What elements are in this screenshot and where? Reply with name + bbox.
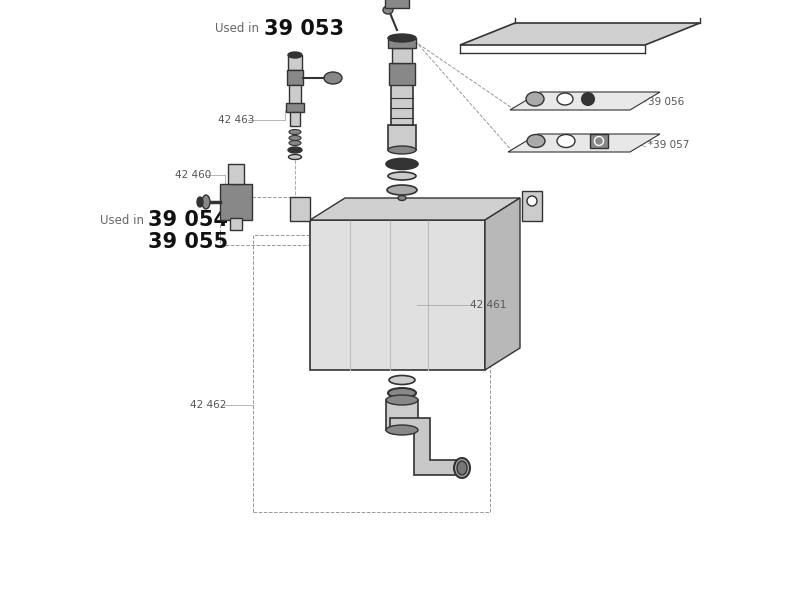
Bar (386, 400, 418, 430)
Text: Used in: Used in (100, 214, 144, 226)
Text: 39 055: 39 055 (148, 232, 228, 252)
Text: 39 053: 39 053 (264, 19, 344, 39)
Text: 39 056: 39 056 (648, 97, 684, 107)
Bar (289, 85, 301, 105)
Ellipse shape (383, 6, 393, 14)
Ellipse shape (289, 154, 302, 160)
Bar (287, 70, 303, 85)
Ellipse shape (557, 93, 573, 105)
Text: Used in: Used in (215, 22, 259, 35)
Bar (388, 125, 416, 150)
Ellipse shape (454, 458, 470, 478)
Ellipse shape (289, 140, 301, 145)
Ellipse shape (288, 52, 302, 58)
Ellipse shape (457, 461, 467, 475)
Polygon shape (485, 198, 520, 370)
Ellipse shape (388, 388, 416, 398)
Ellipse shape (527, 196, 537, 206)
Bar (290, 197, 310, 221)
Text: 42 462: 42 462 (190, 400, 226, 410)
Bar (391, 85, 413, 125)
Ellipse shape (386, 395, 418, 405)
Bar (590, 134, 608, 148)
Bar (286, 103, 304, 112)
Ellipse shape (324, 72, 342, 84)
Bar (389, 63, 415, 85)
Bar (230, 218, 242, 230)
Bar (392, 48, 412, 63)
Ellipse shape (389, 376, 415, 385)
Bar (310, 220, 485, 370)
Ellipse shape (526, 92, 544, 106)
Bar (522, 191, 542, 221)
Text: 42 463: 42 463 (218, 115, 254, 125)
Ellipse shape (386, 425, 418, 435)
Text: 39 054: 39 054 (148, 210, 228, 230)
Ellipse shape (398, 196, 406, 200)
Ellipse shape (388, 34, 416, 42)
Text: *39 057: *39 057 (648, 140, 690, 150)
Ellipse shape (388, 172, 416, 180)
Text: 42 460: 42 460 (175, 170, 211, 180)
Bar (385, 0, 409, 8)
Bar (228, 164, 244, 184)
Polygon shape (510, 92, 660, 110)
Polygon shape (390, 418, 462, 475)
Bar (290, 112, 300, 126)
Ellipse shape (288, 147, 302, 153)
Bar (288, 55, 302, 70)
Ellipse shape (387, 185, 417, 195)
Ellipse shape (202, 195, 210, 209)
Polygon shape (460, 23, 700, 45)
Ellipse shape (289, 136, 301, 140)
Ellipse shape (388, 146, 416, 154)
Bar (388, 38, 416, 48)
Polygon shape (310, 198, 520, 220)
Polygon shape (508, 134, 660, 152)
Ellipse shape (386, 158, 418, 169)
Ellipse shape (557, 134, 575, 148)
Ellipse shape (582, 93, 594, 105)
Ellipse shape (527, 134, 545, 148)
Text: 42 461: 42 461 (470, 300, 506, 310)
Ellipse shape (289, 130, 301, 134)
Ellipse shape (197, 197, 203, 207)
Bar (220, 184, 252, 220)
